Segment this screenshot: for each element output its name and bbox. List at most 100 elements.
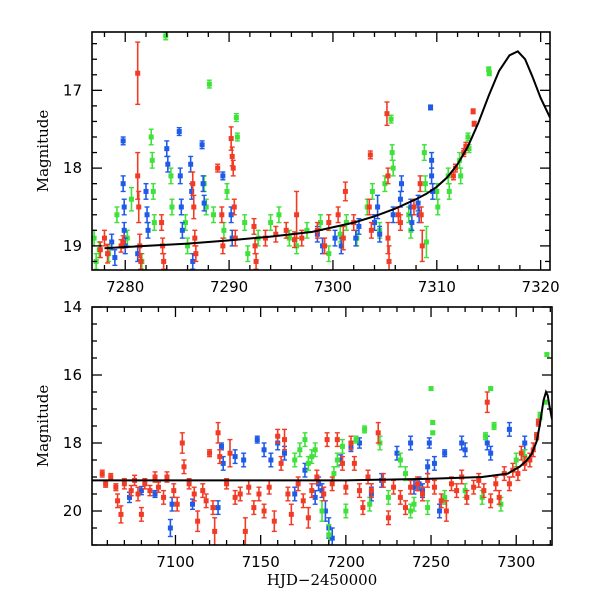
data-point-red: [262, 229, 268, 247]
data-point-red: [384, 101, 390, 127]
data-point-red: [275, 428, 281, 444]
data-point-blue: [329, 527, 335, 545]
data-point-green: [339, 438, 345, 454]
data-point-green: [242, 214, 248, 232]
data-point-red: [99, 469, 105, 478]
data-point-red: [496, 489, 502, 505]
data-point-red: [343, 479, 349, 495]
data-point-red: [431, 479, 437, 495]
data-point-red: [261, 503, 267, 519]
data-point-blue: [177, 167, 183, 185]
data-point-green: [304, 221, 310, 239]
data-point-red: [232, 229, 238, 247]
data-point-green: [151, 214, 157, 232]
x-tick-label: 7300: [314, 278, 352, 296]
data-point-blue: [152, 489, 158, 499]
data-point-red: [237, 486, 243, 502]
y-tick-label: 14: [63, 298, 82, 316]
data-point-red: [230, 159, 236, 177]
data-point-blue: [442, 449, 448, 458]
x-tick-label: 7310: [418, 278, 456, 296]
data-point-red: [305, 506, 311, 529]
data-point-green: [224, 182, 230, 200]
data-point-green: [128, 186, 134, 212]
data-point-green: [369, 182, 375, 200]
data-point-green: [292, 452, 298, 468]
data-point-green: [389, 144, 395, 162]
data-point-blue: [268, 452, 274, 468]
data-point-red: [191, 486, 197, 502]
top-y-axis-title: Magnitude: [34, 110, 52, 193]
data-point-red: [232, 489, 238, 505]
bottom-panel-ticks: [92, 306, 552, 546]
data-point-green: [185, 237, 191, 255]
data-point-blue: [144, 206, 150, 224]
top-panel-ticks: [92, 32, 550, 270]
data-point-blue: [165, 155, 171, 173]
data-point-green: [491, 421, 497, 431]
data-point-blue: [488, 445, 494, 461]
top-x-tick-labels: 7280 7290 7300 7310 7320: [106, 278, 560, 296]
bottom-panel-data-marks: [99, 352, 550, 545]
y-tick-label: 18: [63, 434, 82, 452]
data-point-green: [245, 245, 251, 263]
data-point-blue: [292, 486, 298, 502]
data-point-red: [113, 483, 119, 492]
data-point-red: [179, 432, 185, 454]
data-point-red: [375, 421, 381, 444]
data-point-green: [422, 175, 428, 193]
data-point-red: [207, 449, 213, 458]
data-point-red: [454, 483, 460, 499]
bottom-model-curve: [92, 389, 552, 482]
data-point-blue: [120, 136, 126, 146]
data-point-red: [171, 483, 177, 499]
data-point-red: [329, 476, 335, 492]
data-point-red: [203, 493, 209, 509]
x-tick-label: 7290: [210, 278, 248, 296]
data-point-red: [295, 476, 301, 492]
data-point-red: [217, 449, 223, 465]
data-point-green: [390, 159, 396, 177]
top-panel-data-marks: [92, 32, 492, 270]
series-green: [92, 32, 492, 270]
data-point-red: [386, 245, 392, 270]
data-point-blue: [426, 437, 432, 449]
data-point-blue: [188, 155, 194, 173]
data-point-green: [268, 214, 274, 232]
data-point-red: [282, 428, 288, 451]
data-point-red: [210, 500, 216, 516]
data-point-red: [334, 432, 340, 448]
data-point-blue: [241, 452, 247, 468]
data-point-green: [168, 167, 174, 185]
data-point-red: [425, 472, 431, 488]
data-point-red: [231, 198, 237, 216]
data-point-red: [135, 41, 141, 106]
data-point-red: [155, 481, 161, 493]
data-point-blue: [179, 221, 185, 239]
x-tick-label: 7320: [522, 278, 560, 296]
data-point-green: [465, 132, 471, 142]
data-point-red: [101, 229, 107, 247]
data-point-green: [297, 442, 303, 458]
data-point-blue: [430, 182, 436, 200]
data-point-green: [343, 503, 349, 519]
data-point-red: [159, 214, 165, 232]
data-point-blue: [178, 198, 184, 216]
x-tick-label: 7250: [412, 553, 450, 571]
data-point-green: [544, 352, 550, 358]
data-point-blue: [201, 194, 207, 212]
data-point-red: [360, 500, 366, 516]
data-point-green: [276, 206, 282, 224]
data-point-blue: [429, 167, 435, 185]
data-point-red: [476, 472, 482, 488]
data-point-red: [309, 483, 315, 499]
data-point-red: [367, 150, 373, 160]
data-point-red: [294, 190, 300, 239]
data-point-red: [174, 496, 180, 512]
data-point-red: [348, 435, 354, 451]
data-point-green: [221, 221, 227, 239]
data-point-red: [266, 479, 272, 495]
data-point-green: [402, 466, 408, 482]
data-point-green: [319, 500, 325, 522]
x-tick-label: 7200: [327, 553, 365, 571]
